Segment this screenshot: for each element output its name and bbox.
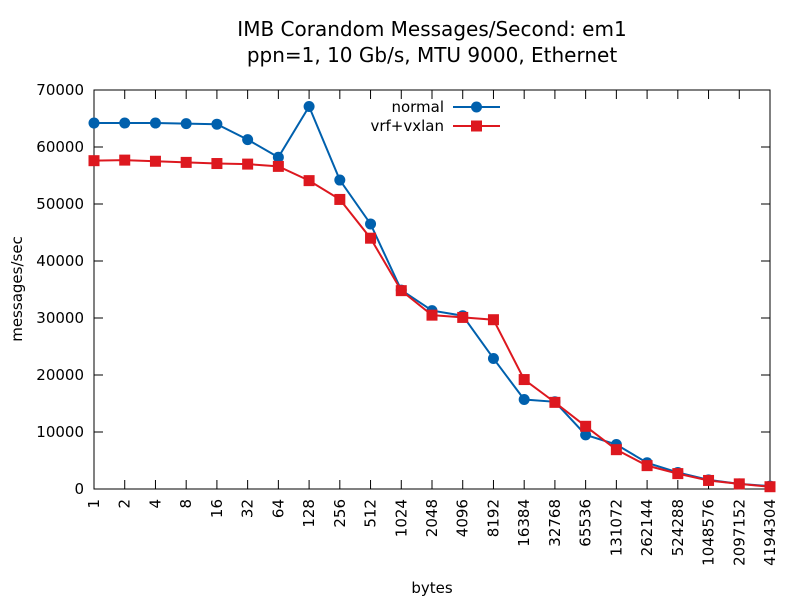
y-tick-label: 10000: [36, 423, 84, 441]
y-tick-label: 30000: [36, 309, 84, 327]
data-point: [88, 155, 100, 167]
y-axis: 0 10000 20000 30000 40000 50000 60000 70000: [36, 81, 770, 498]
data-point: [764, 481, 776, 493]
x-tick-label: 2: [116, 499, 134, 509]
y-tick-label: 50000: [36, 195, 84, 213]
x-tick-label: 8192: [484, 499, 502, 537]
x-tick-label: 4: [146, 499, 164, 509]
x-tick-label: 64: [269, 499, 287, 518]
data-point: [242, 134, 254, 146]
legend-marker: [471, 101, 482, 113]
data-point: [580, 420, 592, 432]
y-tick-label: 60000: [36, 138, 84, 156]
data-point: [180, 118, 192, 130]
x-tick-label: 1: [85, 499, 103, 509]
y-axis-label: messages/sec: [8, 236, 26, 342]
x-tick-label: 2097152: [730, 499, 748, 566]
x-tick-label: 4194304: [761, 499, 779, 566]
x-tick-label: 16: [208, 499, 226, 518]
x-tick-label: 256: [331, 499, 349, 528]
chart-subtitle: ppn=1, 10 Gb/s, MTU 9000, Ethernet: [247, 43, 618, 67]
series-line: [93, 159, 771, 488]
x-tick-label: 2048: [423, 499, 441, 537]
x-tick-label: 131072: [607, 499, 625, 556]
series-vrf-vxlan: [88, 154, 776, 493]
y-tick-label: 20000: [36, 366, 84, 384]
x-tick-label: 1048576: [700, 499, 718, 566]
data-point: [242, 158, 254, 170]
data-point: [334, 174, 346, 186]
data-point: [426, 309, 438, 321]
data-point: [703, 474, 715, 486]
data-point: [549, 396, 561, 408]
data-point: [334, 193, 346, 205]
y-tick-label: 0: [74, 480, 84, 498]
data-point: [610, 444, 622, 456]
data-point: [672, 468, 684, 480]
data-point: [119, 154, 131, 166]
data-point: [272, 151, 284, 163]
data-point: [88, 117, 100, 129]
data-point: [365, 232, 377, 244]
data-point: [733, 478, 745, 490]
data-point: [149, 155, 161, 167]
data-point: [180, 156, 192, 168]
data-point: [487, 352, 499, 364]
data-point: [365, 218, 377, 230]
data-point: [303, 175, 315, 187]
x-tick-label: 65536: [577, 499, 595, 547]
x-tick-label: 16384: [515, 499, 533, 547]
legend-marker: [471, 120, 482, 132]
x-axis: 1 2 4 8 16 32 64 128 256 512 1024 2048 4096 8192 16384…: [85, 90, 779, 566]
data-point: [518, 374, 530, 386]
data-point: [211, 118, 223, 130]
x-tick-label: 262144: [638, 499, 656, 556]
x-tick-label: 524288: [669, 499, 687, 556]
plot-border: [93, 89, 771, 490]
y-tick-label: 70000: [36, 81, 84, 99]
x-tick-label: 32: [239, 499, 257, 518]
x-tick-label: 128: [300, 499, 318, 528]
data-point: [518, 394, 530, 406]
x-tick-label: 512: [362, 499, 380, 528]
legend-label: vrf+vxlan: [370, 117, 444, 135]
data-point: [303, 101, 315, 113]
series-layer: [88, 101, 776, 493]
data-point: [457, 311, 469, 323]
chart-title: IMB Corandom Messages/Second: em1: [237, 17, 626, 41]
data-point: [580, 429, 592, 441]
data-point: [487, 314, 499, 326]
data-point: [641, 460, 653, 472]
x-tick-label: 1024: [392, 499, 410, 537]
x-tick-label: 4096: [454, 499, 472, 537]
x-tick-label: 32768: [546, 499, 564, 547]
data-point: [395, 285, 407, 297]
x-tick-label: 8: [177, 499, 195, 509]
data-point: [119, 117, 131, 129]
data-point: [149, 117, 161, 129]
data-point: [211, 158, 223, 170]
legend-label: normal: [391, 98, 444, 116]
y-tick-label: 40000: [36, 252, 84, 270]
x-axis-label: bytes: [411, 579, 453, 597]
data-point: [272, 160, 284, 172]
